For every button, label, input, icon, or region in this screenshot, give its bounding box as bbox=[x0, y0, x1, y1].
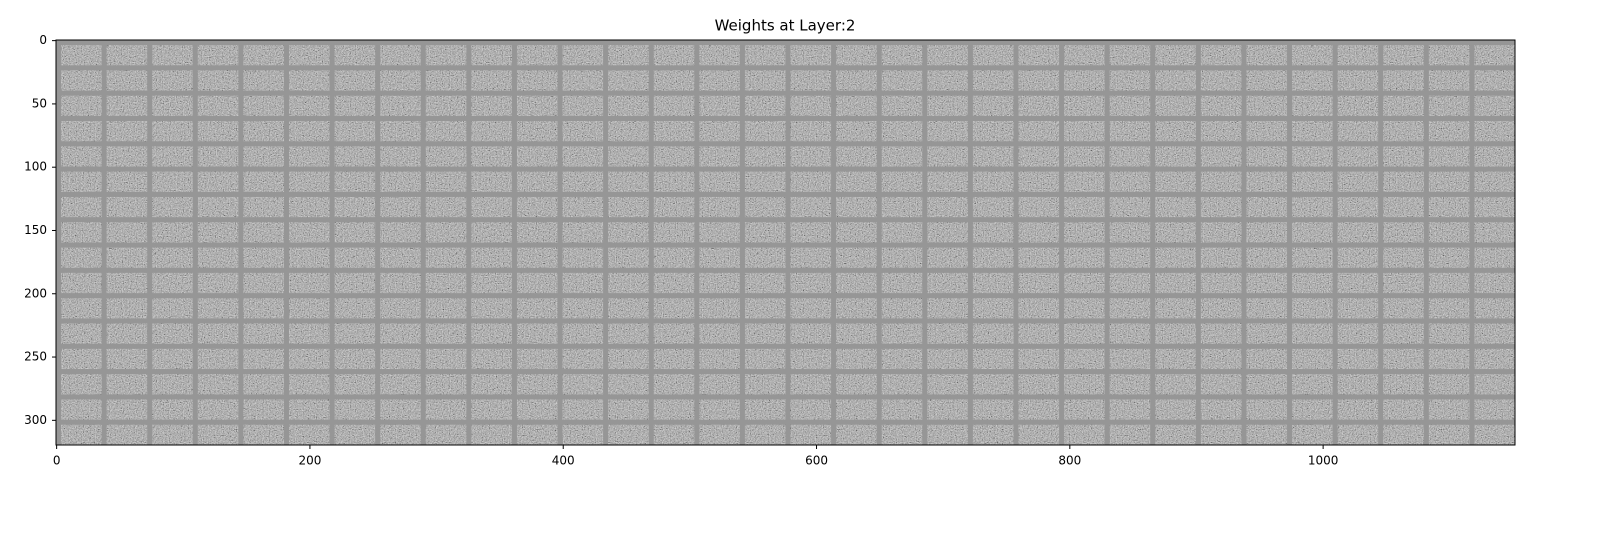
tile-gap bbox=[56, 217, 1515, 223]
y-tick-label: 0 bbox=[39, 33, 47, 47]
x-tick-label: 600 bbox=[805, 454, 828, 468]
x-tick-label: 0 bbox=[53, 454, 61, 468]
tile-gap bbox=[56, 369, 1515, 375]
y-tick-label: 300 bbox=[24, 413, 47, 427]
tile-gap bbox=[56, 115, 1515, 121]
y-tick-label: 250 bbox=[24, 350, 47, 364]
y-tick-label: 200 bbox=[24, 286, 47, 300]
tile-gap bbox=[56, 394, 1515, 400]
tile-gap bbox=[56, 90, 1515, 96]
tile-gap bbox=[56, 166, 1515, 172]
x-tick-label: 800 bbox=[1058, 454, 1081, 468]
tile-gap bbox=[56, 318, 1515, 324]
tile-gap bbox=[56, 191, 1515, 197]
tile-gap bbox=[56, 40, 1515, 46]
tile-gap bbox=[56, 419, 1515, 425]
y-tick-label: 100 bbox=[24, 160, 47, 174]
tile-gap bbox=[56, 343, 1515, 349]
chart-title: Weights at Layer:2 bbox=[715, 17, 856, 35]
x-tick-label: 400 bbox=[552, 454, 575, 468]
x-tick-label: 1000 bbox=[1308, 454, 1339, 468]
tile-gap bbox=[56, 242, 1515, 248]
y-tick-label: 50 bbox=[32, 96, 47, 110]
x-tick-label: 200 bbox=[298, 454, 321, 468]
y-tick-label: 150 bbox=[24, 223, 47, 237]
axes-frame bbox=[55, 39, 1516, 446]
tile-gap bbox=[56, 267, 1515, 273]
tile-gap bbox=[56, 65, 1515, 71]
tile-gap bbox=[56, 293, 1515, 299]
tile-gap bbox=[56, 141, 1515, 147]
